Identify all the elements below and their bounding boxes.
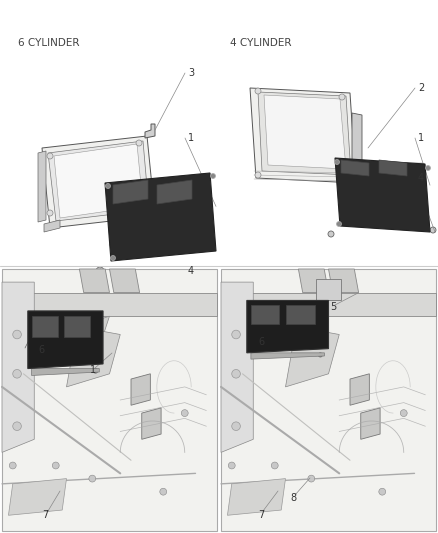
Polygon shape (247, 301, 328, 353)
Polygon shape (105, 173, 216, 261)
Polygon shape (316, 279, 341, 301)
Polygon shape (28, 311, 103, 368)
Text: 4 CYLINDER: 4 CYLINDER (230, 38, 292, 48)
Circle shape (13, 330, 21, 339)
Text: 6 CYLINDER: 6 CYLINDER (18, 38, 80, 48)
Circle shape (211, 174, 215, 179)
Polygon shape (113, 180, 148, 204)
Polygon shape (79, 269, 110, 293)
Polygon shape (38, 151, 46, 222)
Polygon shape (110, 269, 140, 293)
Circle shape (52, 462, 59, 469)
Circle shape (160, 488, 167, 495)
Circle shape (232, 330, 240, 339)
Polygon shape (264, 95, 346, 169)
Circle shape (96, 267, 104, 275)
Circle shape (9, 462, 16, 469)
Polygon shape (64, 316, 90, 337)
Text: 6: 6 (38, 345, 44, 355)
Polygon shape (250, 88, 356, 183)
Polygon shape (2, 282, 34, 453)
Text: 2: 2 (418, 83, 424, 93)
Circle shape (136, 140, 142, 146)
Circle shape (255, 172, 261, 178)
Circle shape (228, 462, 235, 469)
Text: 3: 3 (188, 68, 194, 78)
Text: 4: 4 (418, 173, 424, 183)
Text: 1: 1 (188, 133, 194, 143)
Text: 7: 7 (42, 510, 48, 520)
Polygon shape (298, 269, 328, 293)
Polygon shape (44, 220, 60, 232)
Text: 1: 1 (418, 133, 424, 143)
Polygon shape (251, 305, 279, 324)
Polygon shape (296, 316, 328, 368)
Polygon shape (350, 374, 369, 405)
Text: 5: 5 (330, 302, 336, 312)
Circle shape (33, 370, 38, 374)
Polygon shape (77, 316, 110, 368)
Text: 8: 8 (290, 493, 296, 503)
Polygon shape (131, 374, 150, 405)
Circle shape (47, 210, 53, 216)
Circle shape (47, 153, 53, 159)
Polygon shape (221, 282, 253, 453)
Circle shape (232, 369, 240, 378)
Polygon shape (48, 141, 149, 221)
Polygon shape (54, 144, 143, 218)
Polygon shape (145, 124, 155, 138)
Polygon shape (227, 479, 286, 515)
Polygon shape (361, 408, 380, 439)
Text: 1: 1 (90, 365, 96, 375)
Polygon shape (258, 92, 351, 175)
Circle shape (336, 222, 342, 227)
Polygon shape (32, 368, 99, 375)
Circle shape (93, 368, 98, 373)
Polygon shape (67, 327, 120, 387)
Circle shape (335, 159, 339, 165)
Circle shape (328, 231, 334, 237)
Circle shape (232, 422, 240, 431)
Circle shape (89, 475, 96, 482)
Polygon shape (157, 180, 192, 204)
Circle shape (400, 410, 407, 417)
Polygon shape (335, 158, 430, 232)
Polygon shape (379, 160, 407, 176)
Polygon shape (32, 316, 58, 337)
Circle shape (106, 183, 110, 189)
Circle shape (181, 410, 188, 417)
Circle shape (425, 166, 431, 171)
Circle shape (13, 369, 21, 378)
Circle shape (339, 94, 345, 100)
Circle shape (110, 255, 116, 261)
Circle shape (318, 353, 322, 357)
Polygon shape (286, 305, 314, 324)
Bar (2, 269, 217, 531)
Text: 6: 6 (258, 337, 264, 347)
Circle shape (271, 462, 278, 469)
Polygon shape (352, 113, 368, 183)
Circle shape (253, 354, 257, 358)
Polygon shape (8, 479, 67, 515)
Polygon shape (42, 136, 155, 228)
Circle shape (13, 422, 21, 431)
Circle shape (255, 88, 261, 94)
Polygon shape (142, 408, 161, 439)
Text: 7: 7 (258, 510, 264, 520)
Circle shape (430, 227, 436, 233)
Text: 4: 4 (188, 266, 194, 276)
Polygon shape (328, 269, 359, 293)
Polygon shape (251, 353, 325, 359)
Polygon shape (341, 160, 369, 176)
Polygon shape (221, 293, 436, 316)
Polygon shape (2, 293, 217, 316)
Polygon shape (286, 327, 339, 387)
Circle shape (308, 475, 315, 482)
Circle shape (379, 488, 386, 495)
Bar (221, 269, 436, 531)
